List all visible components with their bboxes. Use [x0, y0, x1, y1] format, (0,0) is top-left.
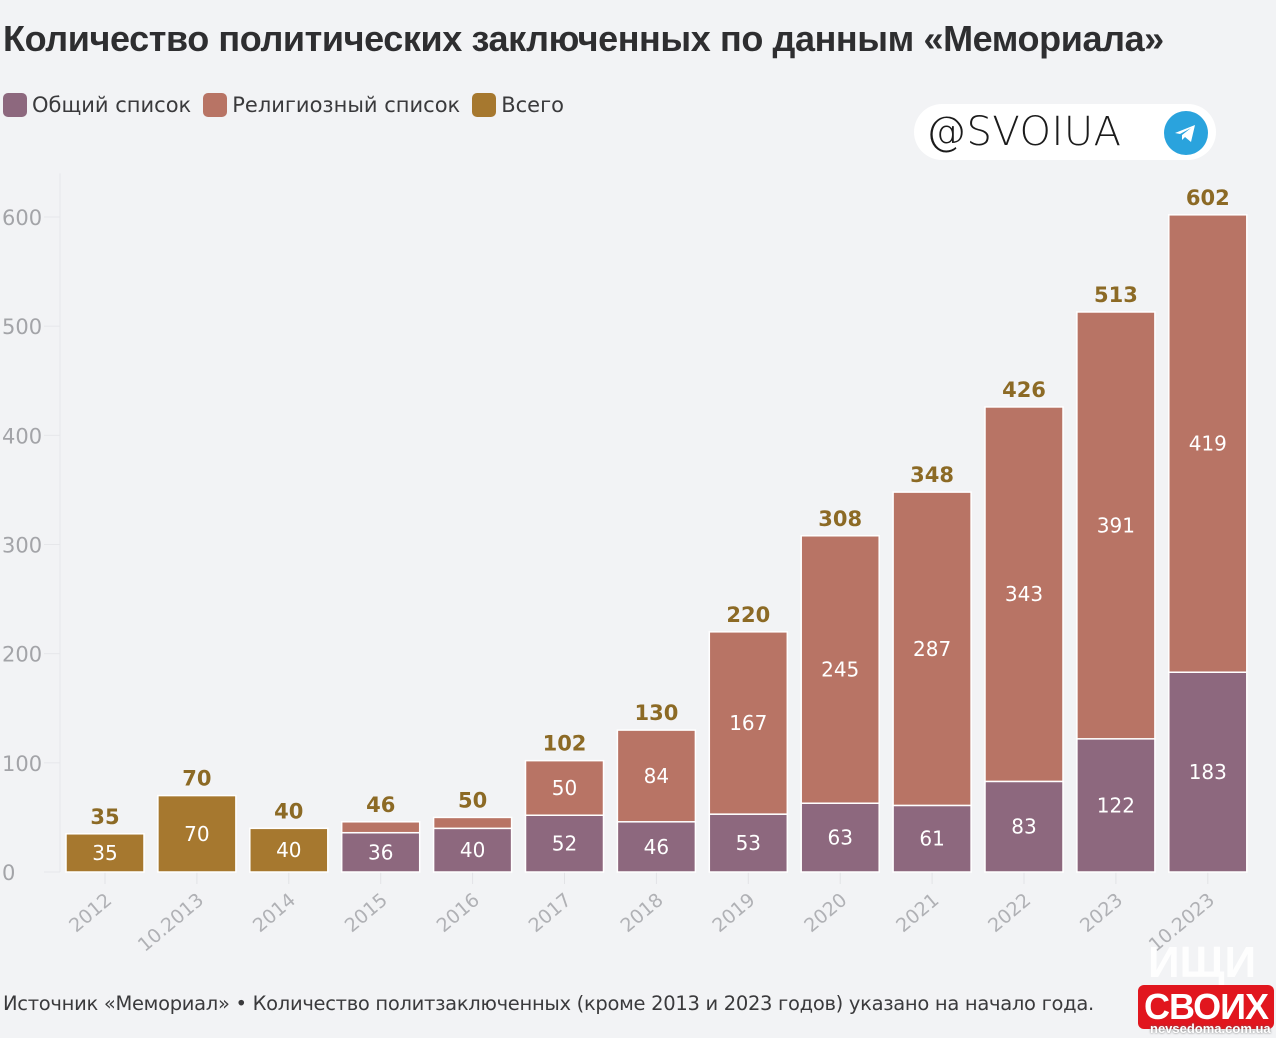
- bar-value-label: 50: [552, 776, 577, 800]
- bar-value-label: 84: [644, 764, 669, 788]
- grid: [44, 173, 1209, 884]
- y-tick-label: 400: [2, 424, 42, 448]
- bar-segment: [984, 780, 1064, 873]
- legend-label-total: Всего: [501, 93, 564, 117]
- y-tick-label: 500: [2, 315, 42, 339]
- legend-label-religious: Религиозный список: [232, 93, 461, 117]
- bar-value-label: 35: [92, 841, 117, 865]
- bar-value-label: 53: [736, 831, 761, 855]
- x-tick-label: 2016: [433, 889, 484, 937]
- x-tick-label: 2018: [616, 889, 667, 937]
- x-tick-label: 2017: [525, 889, 576, 937]
- legend-item-general[interactable]: Общий список: [3, 93, 191, 117]
- bar-segment: [708, 631, 789, 815]
- bar-value-label: 83: [1011, 815, 1036, 839]
- bar-segment: [616, 821, 697, 873]
- x-tick-label: 2023: [1076, 889, 1127, 937]
- bar-value-label: 36: [368, 840, 393, 864]
- bar-segment: [157, 794, 237, 873]
- y-tick-label: 200: [2, 643, 42, 667]
- bar-segment: [1076, 311, 1156, 740]
- bar-value-label: 391: [1097, 513, 1135, 537]
- bar-segment: [892, 491, 972, 807]
- bar-total-label: 130: [634, 701, 678, 725]
- x-tick-label: 2020: [800, 889, 851, 937]
- x-tick-label: 2021: [892, 889, 943, 937]
- legend-swatch-total: [472, 93, 497, 117]
- bar-segment: [800, 802, 880, 873]
- x-tick-label: 2012: [65, 889, 116, 937]
- bar-segment: [616, 729, 697, 823]
- x-tick-label: 2022: [984, 889, 1035, 937]
- y-axis: 0 100 200 300 400 500 600: [2, 206, 42, 885]
- bar-total-label: 602: [1186, 186, 1230, 210]
- bar-value-label: 70: [184, 822, 209, 846]
- bar-value-label: 46: [644, 835, 669, 859]
- x-tick-label: 2014: [249, 889, 300, 937]
- bar-segment: [340, 831, 421, 873]
- bar-total-label: 308: [818, 507, 862, 531]
- bar-total-label: 35: [90, 805, 119, 829]
- bar-value-label: 63: [827, 826, 852, 850]
- bar-value-label: 183: [1189, 760, 1227, 784]
- x-axis: 2012 10.2013 2014 2015 2016 2017 2018 2019 2020 2…: [65, 889, 1219, 956]
- y-tick-label: 600: [2, 206, 42, 230]
- bar-value-label: 52: [552, 832, 577, 856]
- watermark-ghost-text: ИЩИ: [1148, 938, 1257, 987]
- bar-value-label: 419: [1189, 432, 1227, 456]
- bar-segment: [432, 816, 513, 830]
- bar-total-label: 348: [910, 463, 954, 487]
- bar-total-label: 46: [366, 793, 395, 817]
- y-tick-label: 0: [2, 861, 15, 885]
- chart-title: Количество политических заключенных по д…: [3, 18, 1164, 59]
- bar-value-label: 245: [821, 657, 859, 681]
- bar-segment: [65, 833, 145, 873]
- bar-segment: [249, 827, 329, 873]
- bar-value-label: 343: [1005, 582, 1043, 606]
- channel-badge[interactable]: @SVOIUA: [914, 104, 1216, 160]
- bar-segment: [432, 827, 513, 873]
- bar-total-label: 513: [1094, 283, 1138, 307]
- bar-segment: [800, 535, 880, 804]
- bar-value-label: 61: [919, 827, 944, 851]
- bar-segment: [1168, 671, 1248, 873]
- bar-value-label: 287: [913, 637, 951, 661]
- legend-swatch-religious: [203, 93, 228, 117]
- bar-segment: [340, 821, 421, 834]
- bar-segment: [1168, 214, 1248, 673]
- bars: [65, 214, 1248, 873]
- legend: Общий список Религиозный список Всего: [3, 93, 564, 117]
- bar-segment: [524, 759, 605, 816]
- bar-value-label: 122: [1097, 793, 1135, 817]
- channel-handle: @SVOIUA: [926, 109, 1122, 155]
- bar-segment: [892, 804, 972, 873]
- watermark-logo[interactable]: СВОИХ: [1138, 985, 1274, 1029]
- watermark-url: nevsedoma.com.ua: [1150, 1021, 1271, 1036]
- bar-value-label: 167: [729, 711, 767, 735]
- x-tick-label: 2019: [708, 889, 759, 937]
- bar-total-label: 220: [726, 603, 770, 627]
- legend-label-general: Общий список: [32, 93, 192, 117]
- bar-segment: [1076, 738, 1156, 873]
- x-tick-label: 10.2013: [134, 889, 208, 956]
- bar-total-label: 40: [274, 799, 303, 823]
- bar-segment: [984, 406, 1064, 783]
- bar-segment: [524, 814, 605, 873]
- x-tick-label: 2015: [341, 889, 392, 937]
- source-note: Источник «Мемориал» • Количество политза…: [3, 992, 1094, 1015]
- data-labels: 35 35 70 70 40 40 36 46 40 50 52 50 102 46 84 130 53 167 2…: [90, 186, 1229, 865]
- bar-chart: 0 100 200 300 400 500 600 35 35 70 70 40 40 36 46 40 50…: [2, 173, 1248, 956]
- telegram-icon: [1164, 111, 1208, 155]
- legend-item-religious[interactable]: Религиозный список: [203, 93, 460, 117]
- bar-total-label: 50: [458, 788, 487, 812]
- y-tick-label: 100: [2, 752, 42, 776]
- bar-total-label: 70: [182, 767, 211, 791]
- y-tick-label: 300: [2, 534, 42, 558]
- legend-swatch-general: [3, 93, 27, 117]
- bar-total-label: 102: [543, 732, 587, 756]
- bar-value-label: 40: [460, 838, 485, 862]
- legend-item-total[interactable]: Всего: [472, 93, 564, 117]
- bar-value-label: 40: [276, 838, 301, 862]
- bar-total-label: 426: [1002, 378, 1046, 402]
